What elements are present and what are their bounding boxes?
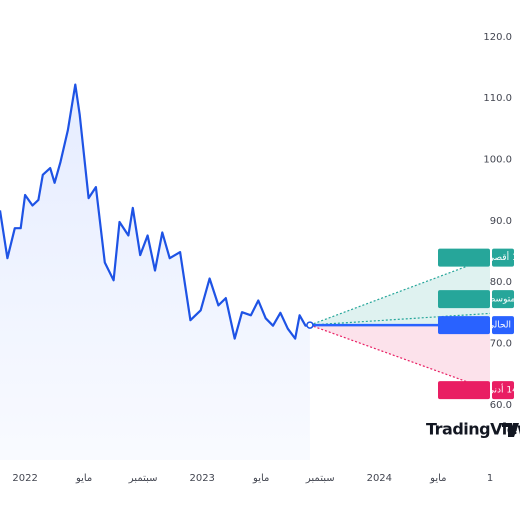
area [0,84,310,460]
forecast-tag [438,248,490,267]
x-tick-label: مايو [429,473,446,484]
y-tick-label: 80.0 [490,277,512,288]
x-tick-label: 2022 [12,473,37,484]
forecast-line [309,257,491,326]
y-tick-label: 120.0 [483,32,512,43]
x-tick-label: سبتمبر [128,473,158,484]
last-point [306,321,314,329]
forecast-tag-text: +2.67% متوسط [487,295,520,305]
x-tick-label: 2024 [367,473,392,484]
y-tick-label: 70.0 [490,338,512,349]
price-tag [492,316,514,335]
price-tag [492,290,514,309]
forecast-tag-text: -14.52% أدنى [487,384,520,396]
forecast-tag [438,381,490,400]
y-tick-label: 110.0 [483,93,512,104]
price-tag [492,248,514,267]
x-tick-label: مايو [252,473,269,484]
x-tick-label: سبتمبر [305,473,335,484]
forecast-tag-text: +15.07% أقصى [487,251,520,263]
price-tag [492,381,514,400]
x-tick-label: 1 [487,473,493,484]
forecast-tag-text: الاشتراك الحالي [487,321,520,331]
logo: TradingView [426,420,520,439]
x-tick-label: مايو [75,473,92,484]
forecast-tag [438,290,490,309]
y-tick-label: 90.0 [490,216,512,227]
forecast-down-area [309,325,490,391]
x-tick-label: 2023 [189,473,214,484]
y-tick-label: 100.0 [483,154,512,165]
forecast-tag [438,316,490,335]
price-line [0,83,311,340]
y-tick-label: 60.0 [490,400,512,411]
logo-icon [502,423,519,437]
